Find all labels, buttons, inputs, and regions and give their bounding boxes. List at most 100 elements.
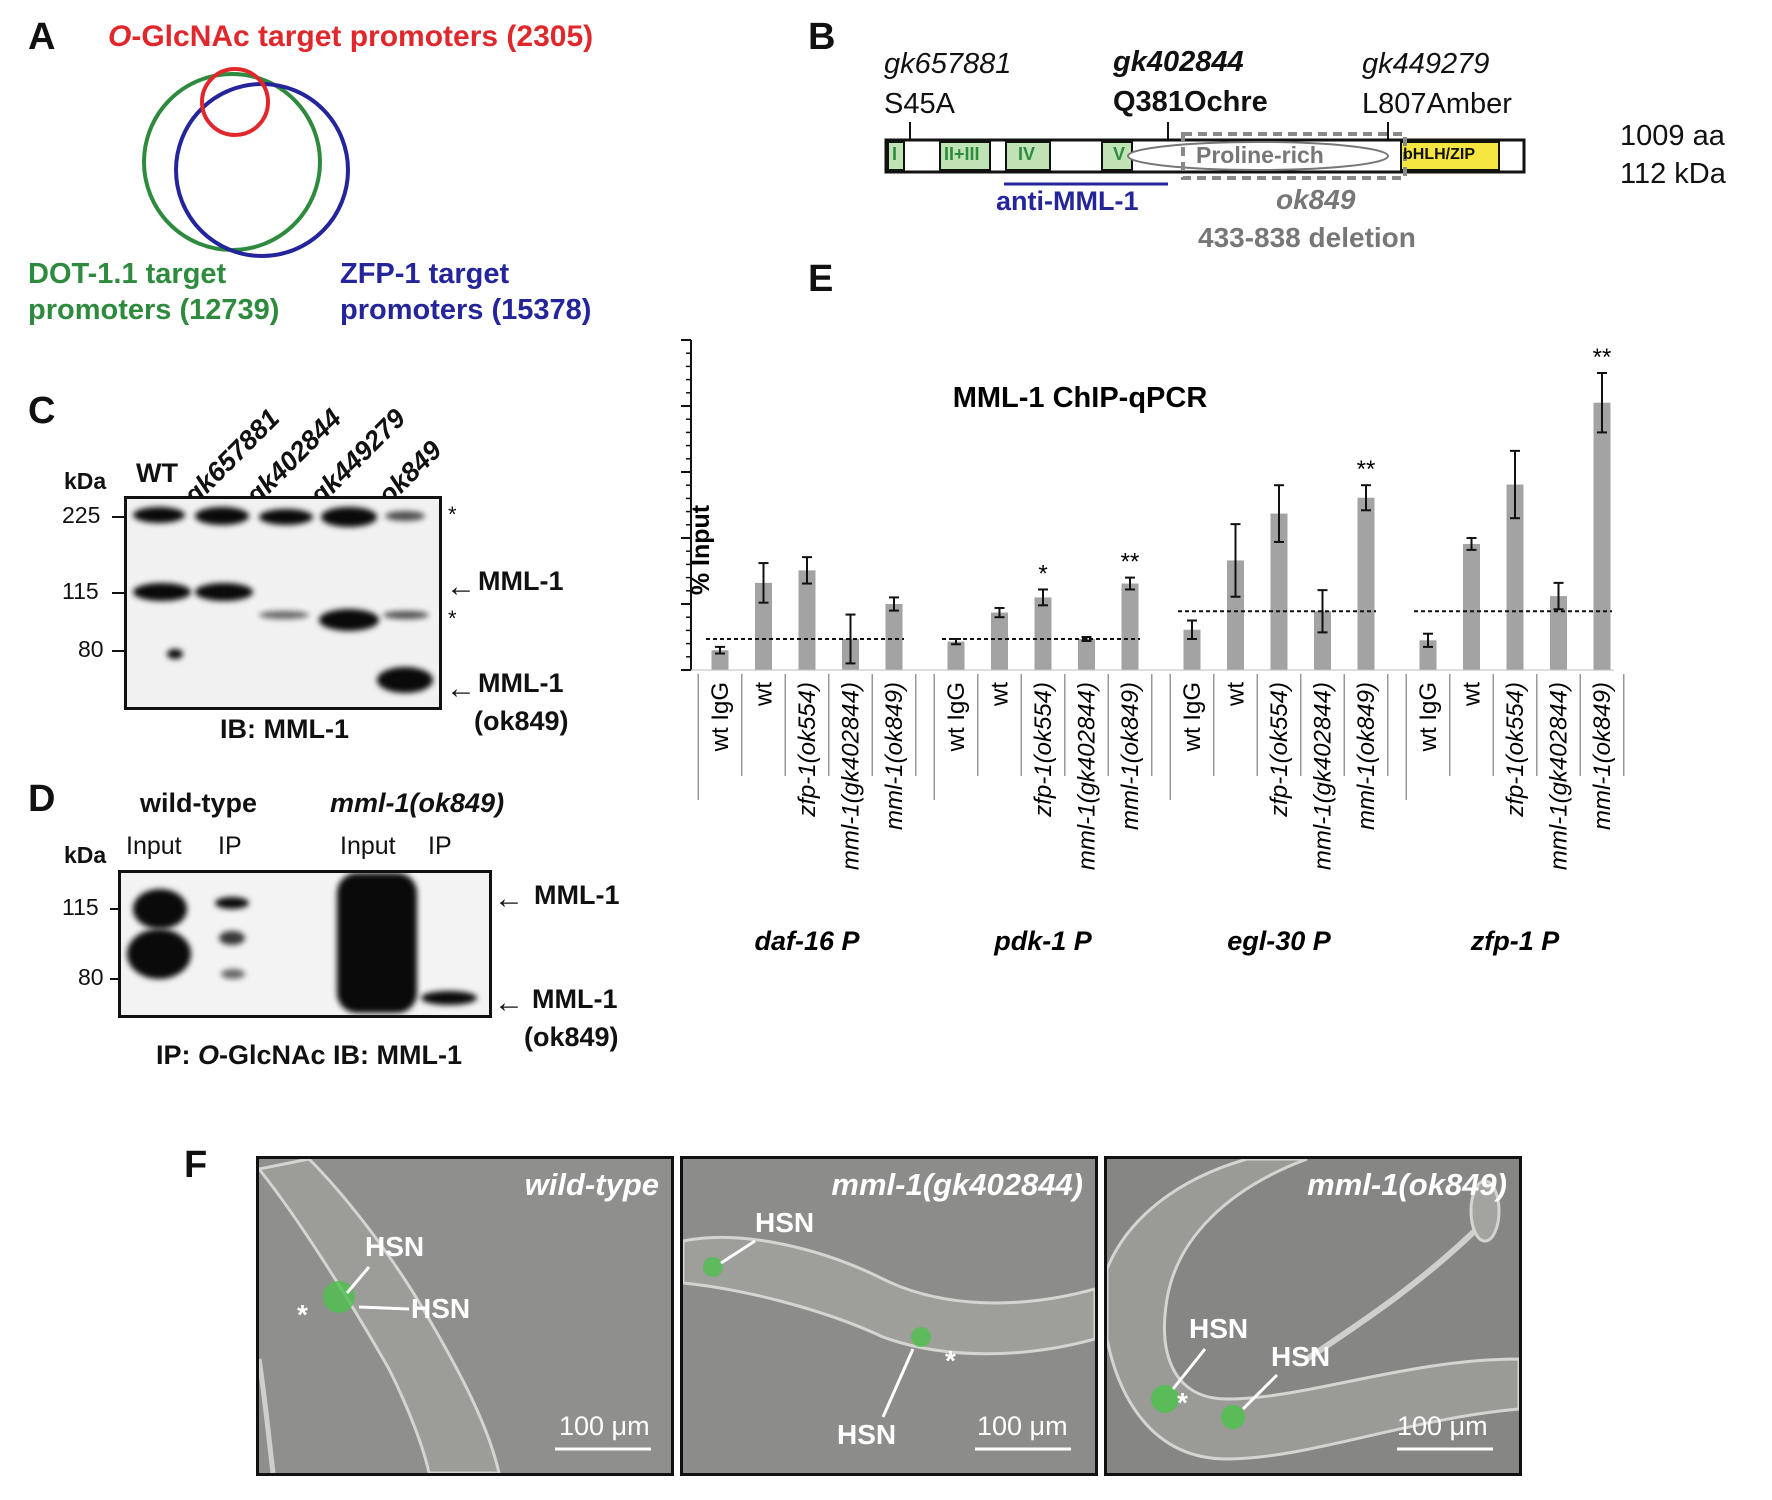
domain-iv-label: IV [1018,144,1036,164]
hsn-arrows [720,1239,1071,1451]
category-label: mml-1(gk402844) [838,682,865,870]
domain-i-label: I [892,144,898,164]
proline-rich-label: Proline-rich [1196,142,1324,168]
hsn-label: HSN [1189,1313,1249,1344]
d-marker-tick-80 [110,978,122,980]
category-label: zfp-1(ok554) [794,682,821,818]
d-mml1-label: MML-1 [534,880,620,910]
d-mml1-ok849-label-2: (ok849) [524,1022,619,1052]
bar [1078,638,1095,670]
bar [1463,543,1480,670]
blot-band [321,507,377,527]
bar [1121,583,1139,670]
category-label: zfp-1(ok554) [1030,682,1057,818]
domain-i-box [887,141,905,171]
bar [1034,597,1052,670]
category-label: wt IgG [707,682,734,752]
proline-rich-ellipse [1127,141,1389,171]
category-label: zfp-1(ok554) [1266,682,1293,818]
mut2-change: Q381Ochre [1113,86,1268,118]
protein-domain-map [884,122,1526,186]
micrograph-label-ok849: mml-1(ok849) [1307,1167,1507,1202]
c-kda-label: kDa [64,468,107,494]
mut1-name: gk657881 [884,48,1012,80]
panel-letter-b: B [808,16,836,58]
category-label: mml-1(gk402844) [1310,682,1337,870]
category-label: mml-1(gk402844) [1074,682,1101,870]
d-caption-part2: O [198,1040,220,1070]
bar [885,604,903,670]
c-lane-wt: WT [136,458,178,488]
cell-star: * [1177,1387,1188,1418]
cell-star: * [297,1299,308,1330]
c-marker-80: 80 [78,636,104,662]
d-lane-input-1: Input [126,832,182,860]
c-marker-115: 115 [62,578,99,604]
bar [1550,596,1567,670]
d-marker-tick-115 [110,908,122,910]
chip-qpcr-chart: MML-1 ChIP-qPCR % Input 00.10.20.30.40.5… [681,339,1625,956]
hsn-label: HSN [755,1207,815,1238]
zfp-venn-label-line2: promoters (15378) [340,294,592,326]
blot-band [133,583,191,601]
d-lane-ip-1: IP [218,832,242,860]
blot-band [133,889,187,929]
category-label: mml-1(ok849) [881,682,908,830]
ogl-venn-label-prefix: O [108,20,132,53]
blot-band [319,609,379,631]
hsn-arrows [345,1266,651,1451]
micrograph-ok849: mml-1(ok849) HSN HSN * 100 μm [1104,1156,1522,1476]
deletion-name: ok849 [1276,184,1356,215]
blot-band [133,507,185,523]
western-blot-d [118,870,492,1018]
blot-band [383,611,429,619]
domain-v-label: V [1113,144,1126,164]
category-label: wt [987,682,1014,707]
mut3-name: gk449279 [1362,48,1490,80]
category-label: wt IgG [1415,682,1442,752]
bar [711,650,729,670]
bar [1357,497,1375,670]
blot-band [421,991,477,1005]
worm-shape [683,1235,1095,1356]
bar [1314,611,1331,670]
protein-mass: 112 kDa [1620,158,1726,190]
d-group-wildtype: wild-type [140,788,258,818]
bhlh-zip-label: bHLH/ZIP [1403,146,1475,163]
group-label: egl-30 P [1227,926,1332,956]
d-group-ok849: mml-1(ok849) [330,788,505,818]
d-mml1-ok849-label-1: MML-1 [532,984,618,1014]
c-arrow-mml1: ← [446,570,476,603]
c-arrow-ok849: ← [446,672,476,705]
mut1-change: S45A [884,88,955,120]
panel-letter-d: D [28,778,56,820]
bar [1506,484,1524,670]
ogl-venn-label: O-GlcNAc target promoters (2305) [108,20,593,54]
c-marker-tick-225 [112,516,126,518]
blot-band [219,931,245,945]
micrograph-gk402844: mml-1(gk402844) HSN HSN * 100 μm [680,1156,1098,1476]
bar [755,582,772,670]
d-arrow-mml1: ← [494,882,524,915]
d-caption-part3: -GlcNAc IB: MML-1 [219,1040,463,1070]
blot-band [337,873,417,1013]
d-caption-part1: IP: [156,1040,199,1070]
micrograph-wildtype: wild-type HSN HSN * 100 μm [256,1156,674,1476]
category-label: wt IgG [943,682,970,752]
bar [1593,402,1611,670]
blot-band [259,509,313,525]
category-label: wt [751,682,778,707]
scale-bar-label: 100 μm [559,1411,650,1441]
panel-letter-f: F [184,1144,208,1186]
category-label: wt [1223,682,1250,707]
dot-venn-label-line2: promoters (12739) [28,294,280,326]
panel-letter-a: A [28,16,56,58]
c-star-mid: * [448,606,457,631]
c-marker-225: 225 [62,502,101,528]
c-mml1-label: MML-1 [478,566,564,596]
scale-bar-label: 100 μm [1397,1411,1488,1441]
c-mml1-ok849-label-1: MML-1 [478,668,564,698]
blot-band [167,649,183,659]
significance-mark: ** [1593,344,1612,371]
venn-diagram [142,67,350,258]
